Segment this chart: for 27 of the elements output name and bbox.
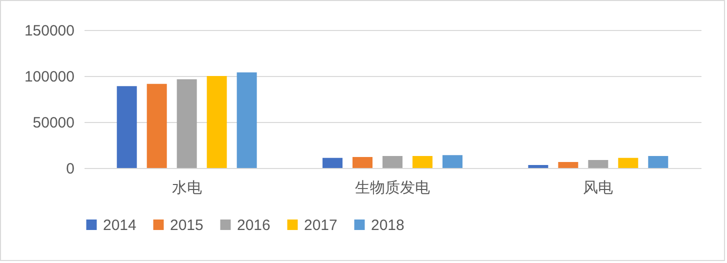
- bar: [528, 164, 548, 168]
- y-tick-label: 150000: [24, 22, 74, 40]
- bar: [442, 155, 462, 168]
- legend-label: 2015: [170, 216, 204, 234]
- x-tick-label: 风电: [583, 180, 614, 196]
- bar: [412, 156, 432, 168]
- legend-label: 2018: [371, 216, 404, 234]
- legend-label: 2016: [237, 216, 270, 234]
- bar: [176, 79, 197, 168]
- legend-label: 2017: [304, 216, 338, 234]
- bar: [206, 76, 227, 168]
- x-tick-label: 生物质发电: [355, 180, 430, 196]
- legend-label: 2014: [103, 216, 136, 234]
- bar: [382, 156, 402, 168]
- bar: [322, 158, 343, 168]
- x-tick-label: 水电: [172, 180, 202, 196]
- bar: [116, 86, 137, 168]
- y-tick-label: 0: [66, 160, 74, 178]
- bar: [588, 160, 608, 168]
- bar: [236, 72, 257, 168]
- bar: [352, 156, 373, 168]
- y-tick-label: 50000: [32, 114, 74, 132]
- bar: [618, 158, 638, 168]
- bar: [146, 84, 167, 168]
- bar: [648, 156, 668, 168]
- bar: [558, 162, 578, 168]
- y-tick-label: 100000: [24, 68, 74, 86]
